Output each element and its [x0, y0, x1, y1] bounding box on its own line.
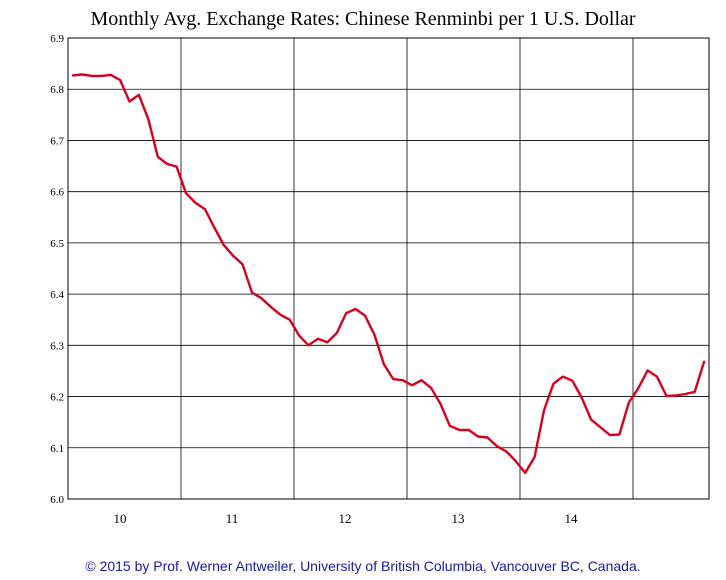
y-tick-label: 6.8: [50, 84, 64, 96]
series-line: [71, 73, 706, 475]
y-tick-label: 6.1: [50, 443, 64, 455]
x-tick-label: 13: [452, 511, 465, 526]
plot-frame: [67, 37, 710, 500]
y-tick-label: 6.0: [50, 494, 64, 506]
y-tick-label: 6.5: [50, 238, 64, 250]
x-tick-label: 12: [339, 511, 352, 526]
chart-title: Monthly Avg. Exchange Rates: Chinese Ren…: [90, 8, 636, 30]
x-tick-label: 11: [226, 511, 239, 526]
x-tick-label: 14: [565, 511, 579, 526]
y-axis: 6.0 6.1 6.2 6.3 6.4 6.5 6.6 6.7 6.8 6.9: [50, 33, 64, 506]
x-axis: 10 11 12 13 14: [114, 511, 579, 526]
y-tick-label: 6.6: [50, 187, 64, 199]
y-tick-label: 6.4: [50, 289, 64, 301]
y-tick-label: 6.2: [50, 392, 64, 404]
y-tick-label: 6.3: [50, 340, 64, 352]
y-tick-label: 6.7: [50, 135, 64, 147]
y-tick-label: 6.9: [50, 33, 64, 45]
x-tick-label: 10: [114, 511, 127, 526]
grid: [68, 38, 709, 499]
copyright-footer: © 2015 by Prof. Werner Antweiler, Univer…: [85, 558, 641, 574]
series-layer: [71, 73, 706, 475]
